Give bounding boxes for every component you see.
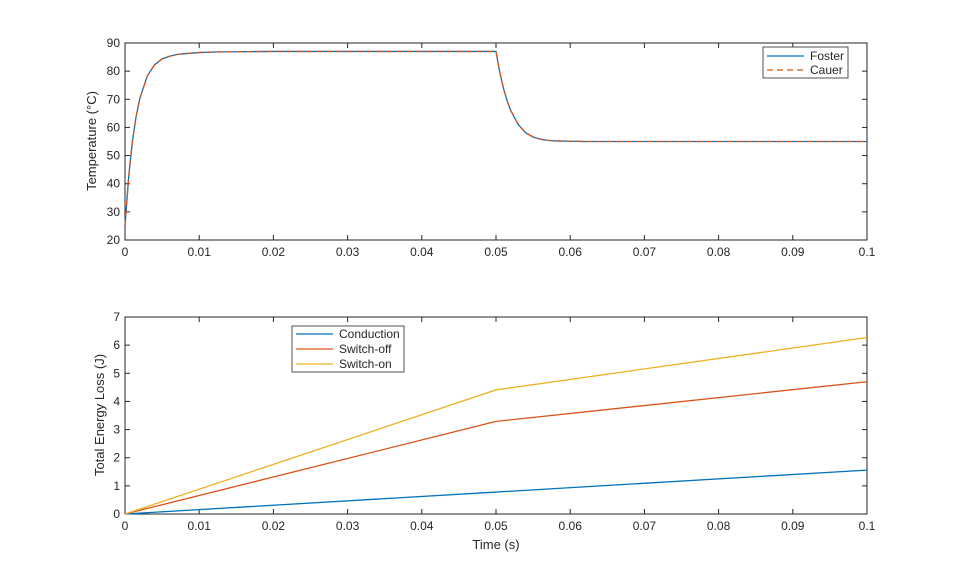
energy-loss-plot-area: [124, 316, 868, 515]
energy-loss-series-switch-on: [124, 336, 868, 515]
energy-loss-series: [124, 336, 868, 515]
temperature-x-tick-label: 0.02: [262, 245, 286, 259]
energy-loss-y-tick-labels: 0 1 2 3 4 5 6 7: [113, 310, 120, 521]
temperature-x-tick-label: 0.03: [336, 245, 360, 259]
energy-loss-y-tick-label: 3: [113, 423, 120, 437]
temperature-x-tick-label: 0.08: [707, 245, 731, 259]
energy-loss-x-tick-label: 0.02: [262, 519, 286, 533]
energy-loss-y-tick-label: 2: [113, 451, 120, 465]
energy-loss-x-tick-label: 0.05: [484, 519, 508, 533]
temperature-series-cauer: [124, 50, 867, 226]
temperature-axis-ticks: [124, 42, 868, 241]
temperature-x-tick-label: 0.05: [484, 245, 508, 259]
energy-loss-axes: 0 0.01 0.02 0.03 0.04 0.05 0.06 0.07 0.08 0.09 0.1…: [92, 310, 876, 552]
energy-loss-x-tick-labels: 0 0.01 0.02 0.03 0.04 0.05 0.06 0.07 0.08 0.09 0.1: [122, 519, 876, 533]
temperature-y-tick-label: 90: [107, 36, 121, 50]
temperature-y-tick-label: 70: [107, 92, 121, 106]
energy-loss-y-tick-label: 7: [113, 310, 120, 324]
temperature-y-tick-label: 40: [107, 177, 121, 191]
energy-loss-series-conduction: [124, 469, 868, 515]
energy-loss-x-axis-title: Time (s): [472, 537, 519, 552]
energy-loss-y-tick-label: 5: [113, 366, 120, 380]
temperature-y-tick-label: 60: [107, 120, 121, 134]
energy-loss-x-tick-label: 0.07: [633, 519, 657, 533]
temperature-x-tick-label: 0.1: [859, 245, 876, 259]
temperature-legend[interactable]: Foster Cauer: [762, 46, 849, 79]
temperature-x-tick-labels: 0 0.01 0.02 0.03 0.04 0.05 0.06 0.07 0.08 0.09 0.1: [122, 245, 876, 259]
energy-loss-legend[interactable]: Conduction Switch-off Switch-on: [291, 325, 405, 373]
legend-label-cauer: Cauer: [810, 63, 843, 77]
energy-loss-x-tick-label: 0.08: [707, 519, 731, 533]
legend-label-foster: Foster: [810, 49, 844, 63]
legend-label-conduction: Conduction: [339, 327, 400, 341]
energy-loss-x-tick-label: 0.06: [559, 519, 583, 533]
energy-loss-y-tick-label: 1: [113, 479, 120, 493]
energy-loss-x-tick-label: 0: [122, 519, 129, 533]
energy-loss-x-tick-label: 0.1: [859, 519, 876, 533]
energy-loss-x-tick-label: 0.09: [781, 519, 805, 533]
temperature-legend-box: [762, 46, 849, 79]
temperature-axes: 0 0.01 0.02 0.03 0.04 0.05 0.06 0.07 0.08 0.09 0.1…: [84, 36, 876, 259]
temperature-x-tick-label: 0.01: [188, 245, 212, 259]
temperature-y-axis-title: Temperature (°C): [84, 91, 99, 191]
temperature-y-tick-label: 80: [107, 64, 121, 78]
temperature-x-tick-label: 0.07: [633, 245, 657, 259]
energy-loss-x-tick-label: 0.04: [410, 519, 434, 533]
temperature-x-tick-label: 0.06: [559, 245, 583, 259]
energy-loss-y-tick-label: 0: [113, 507, 120, 521]
energy-loss-y-tick-label: 6: [113, 338, 120, 352]
temperature-series: [124, 50, 867, 226]
legend-label-switch-on: Switch-on: [339, 357, 392, 371]
temperature-y-tick-label: 50: [107, 149, 121, 163]
energy-loss-y-axis-title: Total Energy Loss (J): [92, 354, 107, 476]
temperature-y-tick-label: 20: [107, 233, 121, 247]
energy-loss-x-tick-label: 0.03: [336, 519, 360, 533]
temperature-y-tick-label: 30: [107, 205, 121, 219]
temperature-x-tick-label: 0.09: [781, 245, 805, 259]
energy-loss-x-tick-label: 0.01: [188, 519, 212, 533]
temperature-y-tick-labels: 20 30 40 50 60 70 80 90: [107, 36, 121, 247]
energy-loss-series-switch-off: [124, 381, 868, 515]
temperature-x-tick-label: 0: [122, 245, 129, 259]
legend-label-switch-off: Switch-off: [339, 342, 392, 356]
energy-loss-y-tick-label: 4: [113, 394, 120, 408]
temperature-x-tick-label: 0.04: [410, 245, 434, 259]
